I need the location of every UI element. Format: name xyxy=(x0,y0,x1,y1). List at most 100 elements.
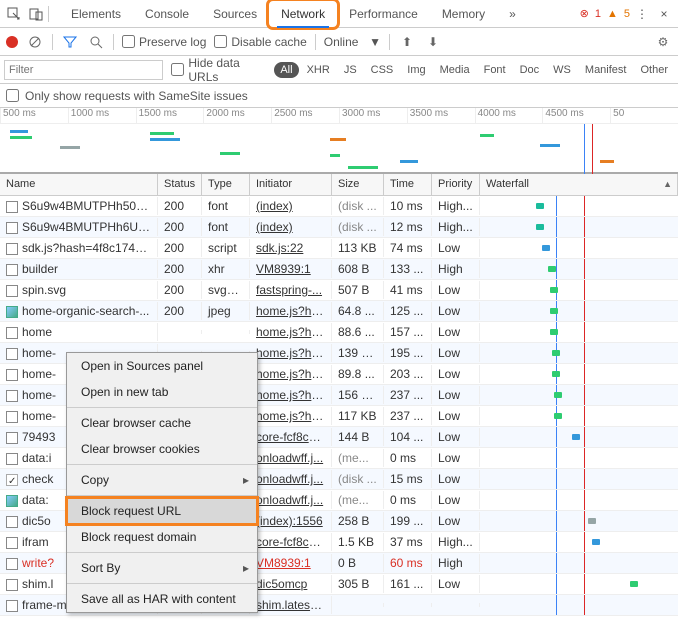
menu-item-clear-browser-cache[interactable]: Clear browser cache xyxy=(67,410,257,436)
menu-item-clear-browser-cookies[interactable]: Clear browser cookies xyxy=(67,436,257,462)
timeline-overview[interactable]: 500 ms1000 ms1500 ms2000 ms2500 ms3000 m… xyxy=(0,108,678,174)
warning-count: 5 xyxy=(624,8,630,20)
tab-elements[interactable]: Elements xyxy=(59,1,133,27)
tab-strip: Elements Console Sources Network Perform… xyxy=(59,1,528,27)
file-icon xyxy=(6,348,18,360)
context-menu: Open in Sources panelOpen in new tab Clea… xyxy=(66,352,258,613)
table-row[interactable]: homehome.js?ho...88.6 ...157 ...Low xyxy=(0,322,678,343)
type-pill-manifest[interactable]: Manifest xyxy=(579,62,633,78)
type-pill-other[interactable]: Other xyxy=(634,62,674,78)
table-row[interactable]: sdk.js?hash=4f8c1742c...200scriptsdk.js:… xyxy=(0,238,678,259)
file-icon xyxy=(6,600,18,612)
type-pill-img[interactable]: Img xyxy=(401,62,431,78)
table-row[interactable]: S6u9w4BMUTPHh50XS...200font(index)(disk … xyxy=(0,196,678,217)
table-row[interactable]: builder200xhrVM8939:1608 B133 ...High xyxy=(0,259,678,280)
search-icon[interactable] xyxy=(87,33,105,51)
table-row[interactable]: home-organic-search-...200jpeghome.js?ho… xyxy=(0,301,678,322)
menu-separator xyxy=(67,407,257,408)
menu-item-block-request-url[interactable]: Block request URL xyxy=(67,498,257,524)
download-icon[interactable]: ⬇ xyxy=(424,33,442,51)
record-button[interactable] xyxy=(6,36,18,48)
samesite-checkbox[interactable] xyxy=(6,89,19,102)
throttle-value: Online xyxy=(324,35,359,49)
device-icon[interactable] xyxy=(26,4,46,24)
preserve-log-checkbox[interactable]: Preserve log xyxy=(122,35,206,49)
type-pill-media[interactable]: Media xyxy=(434,62,476,78)
col-time[interactable]: Time xyxy=(384,174,432,195)
preserve-log-label: Preserve log xyxy=(139,35,206,49)
tab-performance[interactable]: Performance xyxy=(337,1,430,27)
divider xyxy=(315,34,316,50)
settings-icon[interactable]: ⚙ xyxy=(654,33,672,51)
type-pill-css[interactable]: CSS xyxy=(365,62,400,78)
menu-icon[interactable]: ⋮ xyxy=(632,4,652,24)
menu-item-copy[interactable]: Copy xyxy=(67,467,257,493)
timeline-tick: 4000 ms xyxy=(475,108,543,123)
divider xyxy=(389,34,390,50)
menu-item-sort-by[interactable]: Sort By xyxy=(67,555,257,581)
file-icon xyxy=(6,390,18,402)
samesite-label: Only show requests with SameSite issues xyxy=(25,89,248,103)
type-pill-font[interactable]: Font xyxy=(478,62,512,78)
col-type[interactable]: Type xyxy=(202,174,250,195)
filter-icon[interactable] xyxy=(61,33,79,51)
menu-item-open-in-new-tab[interactable]: Open in new tab xyxy=(67,379,257,405)
timeline-ticks: 500 ms1000 ms1500 ms2000 ms2500 ms3000 m… xyxy=(0,108,678,124)
filter-input[interactable] xyxy=(4,60,163,80)
type-pill-doc[interactable]: Doc xyxy=(514,62,546,78)
file-icon xyxy=(6,222,18,234)
file-icon xyxy=(6,306,18,318)
col-name[interactable]: Name xyxy=(0,174,158,195)
file-icon xyxy=(6,558,18,570)
file-icon xyxy=(6,243,18,255)
sort-arrow-icon: ▲ xyxy=(663,179,672,189)
divider xyxy=(48,6,49,22)
hide-urls-checkbox[interactable]: Hide data URLs xyxy=(171,56,266,84)
menu-item-open-in-sources-panel[interactable]: Open in Sources panel xyxy=(67,353,257,379)
dropdown-icon: ▼ xyxy=(369,35,381,49)
samesite-bar: Only show requests with SameSite issues xyxy=(0,84,678,108)
timeline-tick: 4500 ms xyxy=(542,108,610,123)
table-header: Name Status Type Initiator Size Time Pri… xyxy=(0,174,678,196)
tab-network[interactable]: Network xyxy=(269,1,337,27)
upload-icon[interactable]: ⬆ xyxy=(398,33,416,51)
inspect-icon[interactable] xyxy=(4,4,24,24)
timeline-tick: 3000 ms xyxy=(339,108,407,123)
timeline-tick: 3500 ms xyxy=(407,108,475,123)
col-size[interactable]: Size xyxy=(332,174,384,195)
devtools-tabbar: Elements Console Sources Network Perform… xyxy=(0,0,678,28)
filter-bar: Hide data URLs AllXHRJSCSSImgMediaFontDo… xyxy=(0,56,678,84)
file-icon xyxy=(6,264,18,276)
tab-memory[interactable]: Memory xyxy=(430,1,497,27)
file-icon xyxy=(6,411,18,423)
network-toolbar: Preserve log Disable cache Online ▼ ⬆ ⬇ … xyxy=(0,28,678,56)
file-icon xyxy=(6,285,18,297)
col-status[interactable]: Status xyxy=(158,174,202,195)
col-priority[interactable]: Priority xyxy=(432,174,480,195)
tab-sources[interactable]: Sources xyxy=(201,1,269,27)
timeline-tick: 500 ms xyxy=(0,108,68,123)
timeline-tick: 50 xyxy=(610,108,678,123)
throttling-select[interactable]: Online ▼ xyxy=(324,35,381,49)
error-warning-badges[interactable]: ⊗1 ▲5 xyxy=(580,7,630,20)
type-pill-ws[interactable]: WS xyxy=(547,62,577,78)
type-pill-js[interactable]: JS xyxy=(338,62,363,78)
menu-separator xyxy=(67,464,257,465)
type-pill-xhr[interactable]: XHR xyxy=(301,62,336,78)
file-icon xyxy=(6,474,18,486)
clear-icon[interactable] xyxy=(26,33,44,51)
file-icon xyxy=(6,327,18,339)
tab-console[interactable]: Console xyxy=(133,1,201,27)
table-row[interactable]: S6u9w4BMUTPHh6UV...200font(index)(disk .… xyxy=(0,217,678,238)
menu-item-save-all-as-har-with-content[interactable]: Save all as HAR with content xyxy=(67,586,257,612)
tab-more[interactable]: » xyxy=(497,1,528,27)
close-icon[interactable]: × xyxy=(654,4,674,24)
col-initiator[interactable]: Initiator xyxy=(250,174,332,195)
disable-cache-checkbox[interactable]: Disable cache xyxy=(214,35,306,49)
type-pill-all[interactable]: All xyxy=(274,62,298,78)
table-row[interactable]: spin.svg200svg+...fastspring-...507 B41 … xyxy=(0,280,678,301)
col-waterfall[interactable]: Waterfall xyxy=(480,174,678,195)
menu-item-block-request-domain[interactable]: Block request domain xyxy=(67,524,257,550)
menu-separator xyxy=(67,552,257,553)
file-icon xyxy=(6,495,18,507)
